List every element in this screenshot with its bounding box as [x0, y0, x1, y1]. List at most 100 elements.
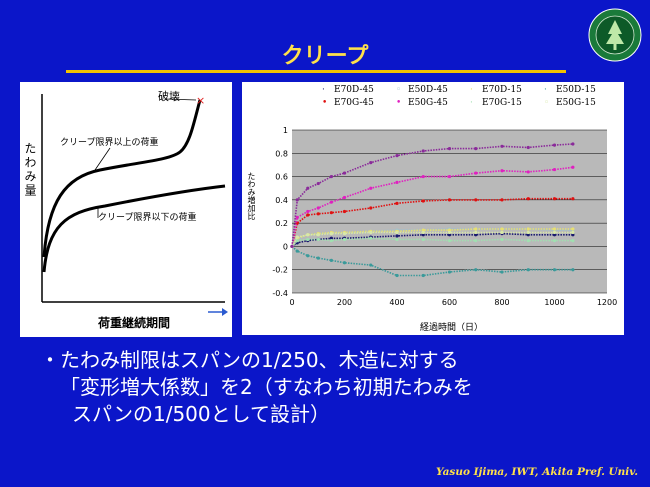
legend-item: ◦ E50D-45 [396, 85, 448, 95]
data-point [447, 239, 452, 243]
data-point [474, 198, 478, 202]
data-point [395, 237, 399, 242]
data-point [526, 239, 530, 243]
data-point [500, 270, 504, 274]
data-point [395, 273, 399, 278]
legend-marker: · [544, 85, 547, 95]
title-underline [66, 70, 566, 73]
failure-label: 破壊 [158, 90, 180, 103]
data-point [552, 167, 557, 172]
series-unlabeled [290, 142, 575, 249]
series-trace [291, 237, 573, 247]
legend-label: E70D-15 [482, 85, 522, 95]
data-point [552, 268, 557, 272]
legend-marker: ◦ [544, 98, 550, 108]
data-point [329, 236, 333, 240]
data-point [571, 197, 575, 201]
y-tick-label: 1 [283, 126, 288, 135]
slide-title: クリープ [281, 44, 369, 69]
data-point [552, 227, 557, 231]
legend-item: ◦ E50G-15 [544, 98, 596, 108]
data-point [329, 211, 333, 215]
data-point [571, 233, 575, 237]
chart-x-axis-label: 経過時間（日） [420, 323, 484, 333]
data-point [421, 149, 425, 153]
data-point [395, 201, 399, 205]
data-point [342, 195, 347, 200]
data-point [500, 230, 504, 235]
y-tick-label: 0.2 [275, 219, 288, 228]
data-point [474, 239, 478, 243]
series-E50G-15 [290, 230, 575, 249]
data-point [500, 144, 504, 148]
data-point [329, 200, 333, 204]
data-point [474, 233, 478, 237]
series-trace [291, 245, 573, 277]
data-point [421, 199, 425, 203]
data-point [306, 233, 310, 237]
data-point [342, 261, 347, 265]
bullet-line-1: たわみ制限はスパンの1/250、木造に対する [60, 348, 459, 372]
y-tick-label: 0.6 [275, 173, 288, 182]
data-point [447, 233, 452, 237]
data-point [290, 244, 294, 249]
data-point [474, 147, 478, 151]
data-point [552, 197, 557, 201]
data-point [395, 180, 399, 184]
data-point [369, 161, 373, 165]
data-point [552, 230, 557, 235]
data-point [306, 213, 310, 217]
data-point [421, 230, 425, 235]
series-E70G-45 [290, 197, 575, 249]
data-point [526, 197, 530, 201]
data-point [571, 227, 575, 231]
below-creep-limit-label: クリープ限界以下の荷重 [98, 213, 197, 223]
data-point [500, 198, 504, 202]
data-point [329, 174, 333, 179]
legend-marker: ◦ [396, 85, 402, 95]
legend-marker: • [322, 98, 328, 108]
legend-label: E50G-45 [408, 98, 448, 108]
data-point [329, 239, 333, 243]
data-point [369, 236, 373, 240]
legend-label: E70G-15 [482, 98, 522, 108]
data-point [306, 237, 310, 242]
above-creep-limit-label: クリープ限界以上の荷重 [60, 138, 159, 148]
data-point [316, 233, 320, 237]
x-tick-label: 200 [337, 298, 352, 307]
data-point [295, 235, 299, 239]
legend-item: · E70D-45 [322, 85, 374, 95]
data-point [316, 206, 320, 210]
data-point [571, 268, 575, 272]
data-point [295, 239, 299, 243]
legend-label: E70G-45 [334, 98, 374, 108]
creep-data-chart: · E70D-45 ◦ E50D-45 · E70D-15 · E50D-15 • E70G-45… [242, 82, 624, 335]
data-point [306, 186, 310, 190]
data-point [571, 165, 575, 169]
data-point [342, 171, 347, 175]
svg-text:×: × [196, 94, 205, 107]
university-logo [588, 8, 642, 62]
legend-item: • E50G-45 [396, 98, 448, 108]
legend-item: · E70D-15 [470, 85, 522, 95]
data-point [571, 239, 575, 243]
data-point [421, 228, 425, 232]
data-point [526, 145, 530, 150]
legend-label: E50G-15 [556, 98, 596, 108]
legend-marker: • [396, 98, 402, 108]
data-point [552, 239, 557, 243]
data-point [447, 270, 452, 274]
data-point [306, 254, 310, 258]
footer-credit: Yasuo Ijima, IWT, Akita Pref. Univ. [435, 466, 638, 478]
data-point [369, 186, 373, 190]
data-point [421, 237, 425, 242]
data-point [474, 171, 478, 175]
y-tick-label: 0.8 [275, 149, 288, 158]
legend-item: · E70G-15 [470, 98, 522, 108]
data-point [526, 170, 530, 174]
bullet-line-2: 「変形増大係数」を2（すなわち初期たわみを [60, 375, 473, 399]
data-point [316, 256, 320, 260]
x-tick-label: 800 [494, 298, 509, 307]
data-point [447, 228, 452, 232]
data-point [395, 230, 399, 235]
